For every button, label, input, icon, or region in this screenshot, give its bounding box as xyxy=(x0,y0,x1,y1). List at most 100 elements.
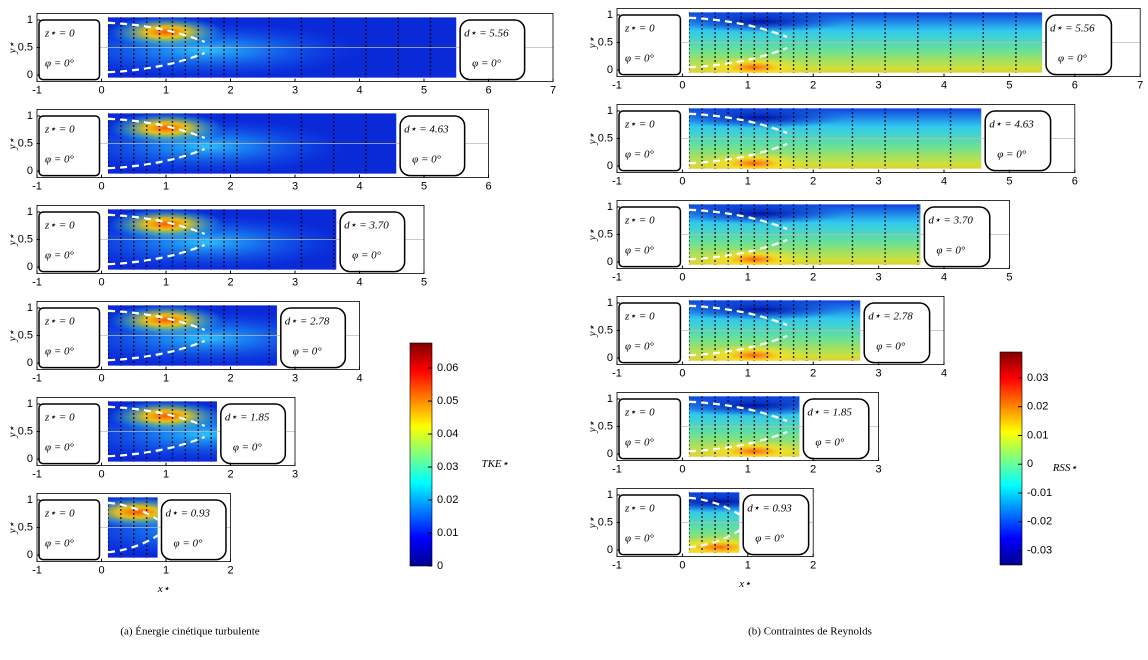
field xyxy=(688,108,982,169)
z-label: z⋆ = 0 xyxy=(44,123,75,135)
x-tick-label: -1 xyxy=(32,181,42,193)
upstream-body xyxy=(38,211,101,273)
y-tick-label: 0.5 xyxy=(18,425,33,437)
phi-label: φ = 0° xyxy=(815,437,845,449)
d-label: d⋆ = 3.70 xyxy=(928,214,973,226)
x-tick-label: 1 xyxy=(163,181,169,193)
shear-layer xyxy=(688,529,740,549)
y-tick-label: 1 xyxy=(27,110,33,122)
d-label: d⋆ = 4.63 xyxy=(989,118,1034,130)
x-tick-label: 2 xyxy=(810,176,816,188)
colorbar-label: TKE⋆ xyxy=(481,458,508,470)
y-tick-label: 1 xyxy=(27,14,33,26)
d-label: d⋆ = 1.85 xyxy=(807,406,852,418)
x-tick-label: 4 xyxy=(356,181,362,193)
y-tick-label: 0 xyxy=(27,357,33,369)
downstream-body xyxy=(339,211,406,273)
x-tick-label: 3 xyxy=(292,469,298,481)
shear-layer xyxy=(107,501,158,521)
d-label: d⋆ = 4.63 xyxy=(404,123,449,135)
upstream-body xyxy=(618,14,682,76)
phi-label: φ = 0° xyxy=(45,154,75,166)
y-axis-label: y⋆ xyxy=(587,325,599,338)
x-tick-label: 4 xyxy=(356,277,362,289)
y-tick-label: 0.5 xyxy=(18,137,33,149)
colorbar-tick-label: 0.02 xyxy=(437,494,458,506)
phi-label: φ = 0° xyxy=(625,437,655,449)
shear-layer xyxy=(688,400,788,423)
x-tick-label: 3 xyxy=(876,368,882,380)
shear-layer xyxy=(107,309,206,332)
x-tick-label: -1 xyxy=(32,277,42,289)
downstream-body xyxy=(220,403,287,465)
z-label: z⋆ = 0 xyxy=(624,406,655,418)
shear-layer xyxy=(688,334,788,357)
d-label: d⋆ = 1.85 xyxy=(225,411,270,423)
y-axis-label: y⋆ xyxy=(587,421,599,434)
x-tick-label: 2 xyxy=(810,80,816,92)
x-tick-label: -1 xyxy=(612,272,622,284)
downstream-body xyxy=(923,206,991,268)
y-axis-label: y⋆ xyxy=(7,42,19,55)
x-tick-label: 5 xyxy=(1006,176,1012,188)
phi-label: φ = 0° xyxy=(625,341,655,353)
y-tick-label: 0 xyxy=(27,165,33,177)
x-tick-label: 0 xyxy=(98,181,104,193)
phi-label: φ = 0° xyxy=(997,149,1027,161)
x-tick-label: -1 xyxy=(32,469,42,481)
colorbar-tick-label: 0 xyxy=(1027,458,1033,470)
d-label: d⋆ = 5.56 xyxy=(464,27,509,39)
shear-layer xyxy=(107,51,206,74)
y-axis-label: y⋆ xyxy=(7,330,19,343)
z-label: z⋆ = 0 xyxy=(624,118,655,130)
y-tick-label: 0.5 xyxy=(598,228,613,240)
x-tick-label: 0 xyxy=(679,176,685,188)
downstream-body xyxy=(160,499,227,561)
z-label: z⋆ = 0 xyxy=(624,22,655,34)
x-tick-label: 1 xyxy=(745,272,751,284)
y-axis-label: y⋆ xyxy=(7,426,19,439)
y-tick-label: 0 xyxy=(27,261,33,273)
shear-layer xyxy=(107,213,206,236)
shear-layer xyxy=(107,339,206,362)
field-peak xyxy=(107,209,225,240)
x-axis-label: x⋆ xyxy=(157,583,170,595)
x-tick-label: 2 xyxy=(227,181,233,193)
x-tick-label: -1 xyxy=(612,464,622,476)
phi-label: φ = 0° xyxy=(45,346,75,358)
colorbar-tick-label: 0.01 xyxy=(437,527,458,539)
y-axis-label: y⋆ xyxy=(7,522,19,535)
x-tick-label: 3 xyxy=(292,85,298,97)
field-peak xyxy=(107,401,217,432)
x-tick-label: 4 xyxy=(941,272,947,284)
x-tick-label: 3 xyxy=(292,277,298,289)
y-tick-label: 0 xyxy=(607,544,613,556)
x-tick-label: 0 xyxy=(679,368,685,380)
x-tick-label: -1 xyxy=(32,565,42,577)
x-tick-label: 2 xyxy=(227,85,233,97)
phi-label: φ = 0° xyxy=(936,245,966,257)
colorbar-tick-label: -0.02 xyxy=(1027,516,1052,528)
colorbar xyxy=(409,342,433,567)
x-tick-label: 0 xyxy=(98,469,104,481)
x-tick-label: -1 xyxy=(612,80,622,92)
field-high xyxy=(702,56,807,73)
x-tick-label: 5 xyxy=(1006,80,1012,92)
x-tick-label: -1 xyxy=(612,176,622,188)
phi-label: φ = 0° xyxy=(293,346,323,358)
colorbar xyxy=(999,351,1023,566)
x-tick-label: 2 xyxy=(810,272,816,284)
y-tick-label: 1 xyxy=(607,201,613,213)
downstream-body xyxy=(984,110,1052,172)
colorbar-tick-label: 0.03 xyxy=(437,461,458,473)
shear-layer xyxy=(688,304,788,327)
x-tick-label: 0 xyxy=(679,464,685,476)
upstream-body xyxy=(618,302,682,364)
x-tick-label: 1 xyxy=(745,560,751,572)
z-label: z⋆ = 0 xyxy=(44,219,75,231)
y-tick-label: 0.5 xyxy=(18,233,33,245)
y-tick-label: 1 xyxy=(27,302,33,314)
field xyxy=(688,12,1043,73)
x-tick-label: 1 xyxy=(163,565,169,577)
